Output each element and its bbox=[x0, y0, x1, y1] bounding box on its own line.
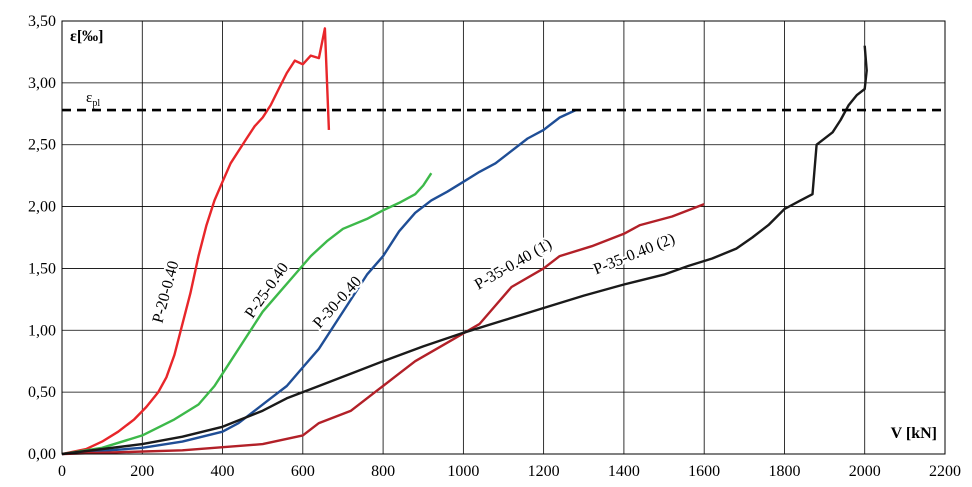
x-tick-label: 2200 bbox=[929, 463, 961, 480]
y-axis-ticks: 0,00 0,50 1,00 1,50 2,00 2,50 3,00 3,50 bbox=[28, 13, 56, 463]
series-line-P-25-0.40 bbox=[61, 172, 433, 456]
grid bbox=[61, 20, 946, 455]
plot-frame bbox=[61, 20, 946, 455]
series-label: P-20-0.40 bbox=[150, 259, 183, 325]
x-tick-label: 1200 bbox=[528, 463, 560, 480]
series-labels: P-20-0.40 P-25-0.40 P-30-0.40P-35-0.40 (1)… bbox=[148, 228, 680, 334]
y-axis-title: ε[‰] bbox=[70, 28, 104, 45]
series-label: P-25-0.40 bbox=[242, 260, 292, 322]
x-tick-label: 1000 bbox=[447, 463, 479, 480]
x-tick-label: 200 bbox=[130, 463, 154, 480]
y-tick-label: 0,00 bbox=[28, 446, 56, 463]
x-tick-label: 600 bbox=[291, 463, 315, 480]
y-tick-label: 1,00 bbox=[28, 322, 56, 339]
eps-pl-label-main: ε bbox=[86, 90, 92, 106]
eps-pl-label-sub: pl bbox=[92, 98, 100, 109]
series-label: P-35-0.40 (2) bbox=[591, 230, 677, 278]
y-tick-label: 1,50 bbox=[28, 260, 56, 277]
y-tick-label: 2,50 bbox=[28, 137, 56, 154]
reference-line-group: εpl bbox=[62, 90, 945, 112]
x-tick-label: 0 bbox=[58, 463, 66, 480]
y-tick-label: 3,50 bbox=[28, 13, 56, 30]
x-tick-label: 800 bbox=[371, 463, 395, 480]
y-tick-label: 0,50 bbox=[28, 384, 56, 401]
x-tick-label: 2000 bbox=[849, 463, 881, 480]
x-tick-label: 400 bbox=[211, 463, 235, 480]
series-line-P-35-0.40 (2) bbox=[61, 45, 868, 456]
x-axis-ticks: 0 200 400 600 800 1000 1200 1400 1600 1800 2000 220… bbox=[58, 463, 961, 480]
x-tick-label: 1800 bbox=[768, 463, 800, 480]
series-line-P-30-0.40 bbox=[61, 109, 577, 456]
x-axis-title: V [kN] bbox=[891, 425, 937, 442]
x-tick-label: 1600 bbox=[688, 463, 720, 480]
eps-pl-label: εpl bbox=[86, 90, 100, 109]
y-tick-label: 3,00 bbox=[28, 75, 56, 92]
series-line-P-20-0.40 bbox=[61, 27, 331, 456]
y-tick-label: 2,00 bbox=[28, 199, 56, 216]
y-axis-title-background bbox=[66, 25, 116, 47]
series-lines bbox=[61, 27, 868, 456]
axis-titles: ε[‰] V [kN] bbox=[66, 25, 941, 444]
x-axis-title-background bbox=[883, 420, 941, 444]
x-tick-label: 1400 bbox=[608, 463, 640, 480]
series-label: P-30-0.40 bbox=[310, 273, 365, 332]
